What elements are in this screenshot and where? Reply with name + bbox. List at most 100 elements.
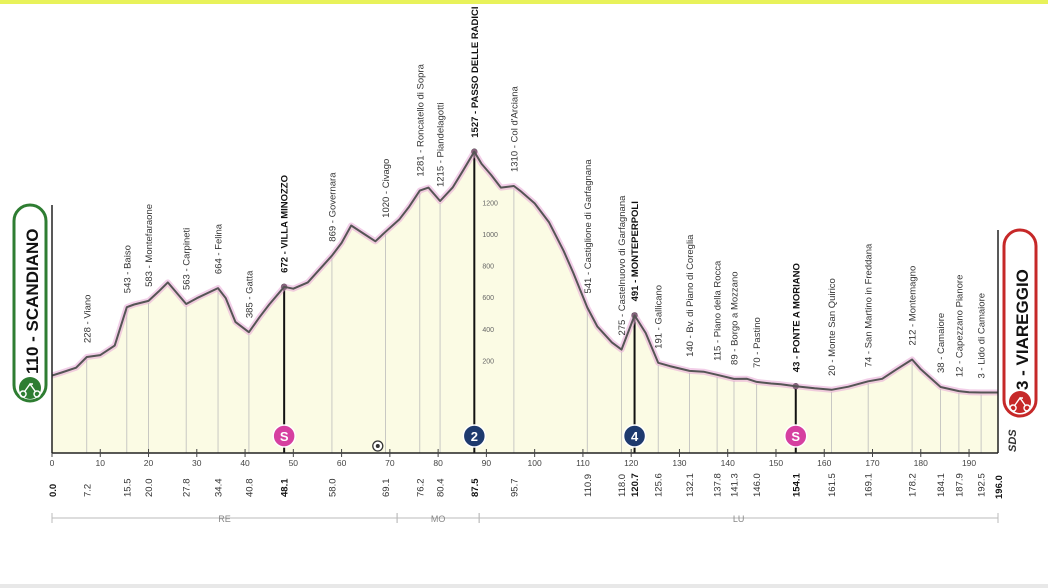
point-label: 115 - Piano della Rocca xyxy=(713,260,724,361)
finish-bike-icon xyxy=(1009,391,1031,413)
point-label: 1281 - Roncatello di Sopra xyxy=(415,63,426,176)
x-tick-label: 150 xyxy=(769,458,783,468)
finish-label: 3 - VIAREGGIO xyxy=(1013,269,1032,390)
point-label: 43 - PONTE A MORIANO xyxy=(791,263,802,372)
point-km-label: 192.5 xyxy=(977,473,988,497)
x-tick-label: 40 xyxy=(240,458,250,468)
altitude-tick-label: 400 xyxy=(482,327,494,334)
point-km-label: 141.3 xyxy=(729,473,740,497)
point-label: 1215 - Piandelagotti xyxy=(436,103,447,188)
badge-label: S xyxy=(280,429,289,444)
start-bike-icon xyxy=(19,377,41,399)
point-km-label: 95.7 xyxy=(509,479,520,498)
point-label: 275 - Castelnuovo di Garfagnana xyxy=(617,195,628,336)
climb-badge: 2 xyxy=(462,424,487,448)
bottom-bar xyxy=(0,584,1048,588)
x-tick-label: 120 xyxy=(624,458,638,468)
point-km-label: 58.0 xyxy=(327,479,338,498)
point-km-label: 7.2 xyxy=(82,484,93,497)
point-label: 385 - Gatta xyxy=(244,270,255,318)
point-km-label: 120.7 xyxy=(630,473,641,497)
point-km-label: 40.8 xyxy=(244,479,255,498)
point-label: 191 - Gallicano xyxy=(654,285,665,349)
x-tick-label: 140 xyxy=(721,458,735,468)
sprint-badge: S xyxy=(272,424,296,448)
point-label: 491 - MONTEPERPOLI xyxy=(630,201,641,301)
x-tick-label: 190 xyxy=(962,458,976,468)
point-label: 543 - Baiso xyxy=(122,245,133,293)
sprint-icon xyxy=(784,424,808,448)
climb-badge: 4 xyxy=(622,424,647,448)
altitude-tick-label: 200 xyxy=(482,358,494,365)
x-tick-label: 80 xyxy=(433,458,443,468)
point-label: 869 - Governara xyxy=(327,172,338,242)
x-tick-label: 50 xyxy=(289,458,299,468)
start-tag: 110 - SCANDIANO xyxy=(12,203,48,403)
point-km-label: 184.1 xyxy=(936,473,947,497)
x-tick-label: 180 xyxy=(914,458,928,468)
x-tick-label: 100 xyxy=(528,458,542,468)
point-label: 212 - Montemagno xyxy=(908,266,919,346)
point-km-label: 15.5 xyxy=(122,479,133,498)
start-km-label: 0.0 xyxy=(48,484,59,497)
feed-zone-icon-dot xyxy=(375,444,380,448)
x-tick-label: 70 xyxy=(385,458,395,468)
point-km-label: 146.0 xyxy=(752,473,763,497)
point-label: 664 - Felina xyxy=(214,223,225,274)
start-tag-frame xyxy=(12,203,48,403)
point-km-label: 154.1 xyxy=(791,473,802,497)
point-label: 3 - Lido di Camaiore xyxy=(977,293,988,379)
mountain-icon xyxy=(462,424,487,448)
region-label: LU xyxy=(733,514,745,524)
point-km-label: 34.4 xyxy=(214,479,225,498)
x-tick-label: 110 xyxy=(576,458,590,468)
point-label: 140 - Bv. di Piano di Coreglia xyxy=(685,234,696,357)
x-tick-label: 160 xyxy=(817,458,831,468)
point-label: 1527 - PASSO DELLE RADICI xyxy=(470,6,481,137)
point-label: 1310 - Col d'Arciana xyxy=(509,86,520,172)
point-label: 1020 - Civago xyxy=(381,159,392,218)
point-label: 672 - VILLA MINOZZO xyxy=(280,175,291,273)
x-tick-label: 20 xyxy=(144,458,154,468)
point-km-label: 118.0 xyxy=(617,474,628,497)
point-label: 12 - Capezzano Pianore xyxy=(954,275,965,377)
sprint-badge: S xyxy=(784,424,808,448)
start-label: 110 - SCANDIANO xyxy=(23,229,42,374)
point-km-label: 161.5 xyxy=(827,473,838,497)
point-km-label: 48.1 xyxy=(280,478,291,497)
point-km-label: 69.1 xyxy=(381,479,392,498)
altitude-tick-label: 1200 xyxy=(482,200,498,207)
point-km-label: 76.2 xyxy=(415,479,426,498)
x-tick-label: 130 xyxy=(672,458,686,468)
x-tick-label: 30 xyxy=(192,458,202,468)
point-km-label: 137.8 xyxy=(713,473,724,497)
point-km-label: 110.9 xyxy=(583,474,594,497)
point-km-label: 80.4 xyxy=(436,479,447,498)
x-tick-label: 90 xyxy=(482,458,492,468)
x-tick-label: 0 xyxy=(50,458,55,468)
point-km-label: 187.9 xyxy=(954,473,965,497)
point-label: 74 - San Martino in Freddana xyxy=(864,243,875,367)
finish-km-label: 196.0 xyxy=(994,475,1005,499)
profile-line xyxy=(51,150,998,394)
point-label: 70 - Pastino xyxy=(752,317,763,368)
mountain-icon xyxy=(622,424,647,448)
x-tick-label: 10 xyxy=(96,458,106,468)
region-label: MO xyxy=(431,514,446,524)
point-km-label: 178.2 xyxy=(908,473,919,497)
brand-logo: SDS xyxy=(1007,429,1019,452)
profile-area xyxy=(52,151,998,453)
point-label: 228 - Viano xyxy=(82,295,93,343)
point-label: 583 - Montefaraone xyxy=(144,204,155,287)
finish-tag-frame xyxy=(1002,228,1038,418)
point-km-label: 169.1 xyxy=(864,473,875,497)
badge-label: S xyxy=(791,429,800,444)
altitude-tick-label: 1000 xyxy=(482,232,498,239)
point-label: 20 - Monte San Quirico xyxy=(827,278,838,376)
top-accent-bar xyxy=(0,0,1048,4)
point-label: 541 - Castiglione di Garfagnana xyxy=(583,159,594,294)
point-km-label: 125.6 xyxy=(654,473,665,497)
point-label: 89 - Borgo a Mozzano xyxy=(729,271,740,364)
badge-label: 4 xyxy=(631,429,639,444)
